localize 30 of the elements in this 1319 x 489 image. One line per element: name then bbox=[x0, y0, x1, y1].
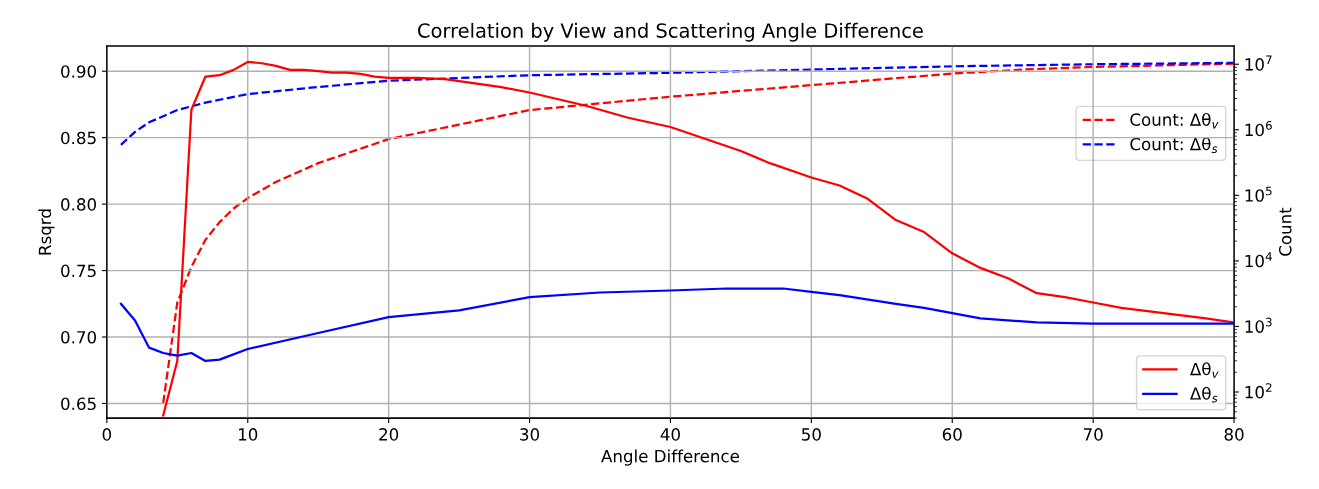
y2-tick-label: 10$^{4}$ bbox=[1245, 252, 1272, 268]
y-tick-label: 0.80 bbox=[61, 198, 97, 211]
chart-title: Correlation by View and Scattering Angle Difference bbox=[418, 22, 923, 42]
y2-tick-label: 10$^{7}$ bbox=[1245, 55, 1272, 71]
x-tick-label: 10 bbox=[238, 428, 258, 441]
y2-axis-title: Count bbox=[1278, 207, 1292, 256]
line-series bbox=[119, 287, 1235, 363]
x-tick-label: 20 bbox=[379, 428, 399, 441]
legend-label: Δθ$_{v}$ bbox=[1190, 362, 1219, 378]
y-tick-label: 0.65 bbox=[61, 397, 96, 411]
legend-label: Δθ$_{s}$ bbox=[1190, 386, 1218, 403]
x-tick-label: 60 bbox=[942, 428, 962, 441]
legend-label: Count: Δθ$_{s}$ bbox=[1130, 137, 1218, 154]
y2-tick-label: 10$^{3}$ bbox=[1245, 317, 1272, 333]
y-tick-label: 0.85 bbox=[61, 131, 96, 145]
y-tick-label: 0.75 bbox=[61, 264, 96, 278]
x-tick-label: 30 bbox=[520, 428, 540, 441]
x-tick-label: 70 bbox=[1083, 428, 1103, 441]
x-axis-title: Angle Difference bbox=[601, 449, 740, 466]
y-tick-label: 0.90 bbox=[61, 65, 97, 78]
x-tick-label: 0 bbox=[102, 428, 112, 441]
y2-tick-label: 10$^{2}$ bbox=[1245, 383, 1272, 399]
x-tick-label: 80 bbox=[1224, 428, 1244, 441]
y2-tick-label: 10$^{6}$ bbox=[1245, 120, 1272, 137]
y2-tick-label: 10$^{5}$ bbox=[1245, 186, 1272, 202]
legend-label: Count: Δθ$_{v}$ bbox=[1130, 112, 1219, 129]
x-tick-label: 50 bbox=[802, 428, 821, 441]
y-axis-title: Rsqrd bbox=[38, 209, 55, 255]
y-tick-label: 0.70 bbox=[61, 330, 97, 344]
x-tick-label: 40 bbox=[660, 428, 680, 441]
